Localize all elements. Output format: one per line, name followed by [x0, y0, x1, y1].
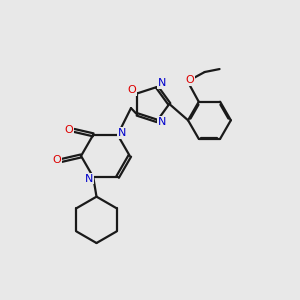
Text: N: N	[85, 173, 93, 184]
Text: N: N	[158, 78, 166, 88]
Text: O: O	[52, 155, 61, 165]
Text: O: O	[64, 125, 73, 135]
Text: N: N	[158, 117, 166, 128]
Text: N: N	[118, 128, 126, 138]
Text: O: O	[127, 85, 136, 95]
Text: O: O	[185, 75, 194, 85]
